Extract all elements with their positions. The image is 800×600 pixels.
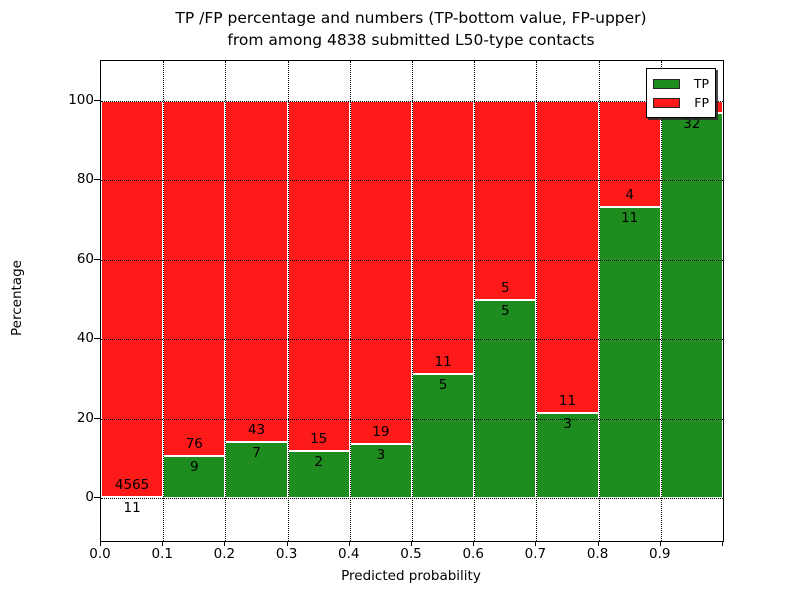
bar-segment-fp [163,101,226,456]
v-gridline [660,61,662,541]
x-tick-label: 0.5 [400,546,422,562]
x-tick-label: 0.4 [338,546,360,562]
y-tick [94,258,100,260]
tp-count-label: 11 [123,500,141,517]
bar-segment-fp [474,101,537,300]
tp-count-label: 9 [189,458,199,475]
bar-segment-tp [287,451,350,498]
fp-swatch-icon [653,97,680,108]
tp-count-label: 3 [376,446,386,463]
title-line1: TP /FP percentage and numbers (TP-bottom… [175,9,647,27]
bar-segment-fp [412,101,475,374]
y-tick [94,497,100,498]
x-tick-label: 0.0 [89,546,111,562]
legend-label: TP [693,76,709,91]
x-tick-label: 0.9 [649,546,671,562]
v-gridline [536,61,538,541]
x-tick-label: 0.7 [524,546,547,562]
v-gridline [349,61,351,541]
v-gridline [598,61,600,541]
bar-segment-fp [349,101,412,444]
fp-count-label: 11 [558,392,577,409]
v-gridline [474,61,476,541]
fp-count-label: 19 [372,423,390,440]
bar-segment-tp [598,206,661,498]
y-tick-label: 60 [76,250,94,267]
bar-segment-tp [536,412,599,498]
y-tick-label: 100 [68,92,94,108]
tp-count-label: 11 [621,209,639,226]
bar-segment-tp [349,443,412,498]
y-tick [94,179,100,181]
v-gridline [225,61,227,541]
bar-segment-fp [225,101,288,443]
v-gridline [287,61,289,541]
x-tick [286,541,288,546]
tp-swatch-icon [653,78,680,89]
y-axis-title: Percentage [9,260,25,336]
tp-count-label: 5 [438,376,448,393]
x-tick [162,541,164,546]
legend-label: FP [694,95,709,110]
plot-area: TP FP 4565 11 76 9 43 7 15 2 19 3 11 5 5 5 11 3 4 11 32 [100,60,724,542]
bar-segment-fp [536,101,599,413]
title-line2: from among 4838 submitted L50-type conta… [227,31,595,49]
x-tick-label: 0.2 [213,546,236,562]
x-tick-label: 0.1 [151,546,173,562]
tp-count-label: 5 [500,302,510,319]
fp-count-label: 15 [310,431,328,448]
fp-count-label: 4 [625,186,634,203]
fp-count-label: 11 [434,353,452,370]
v-gridline [412,61,413,541]
fp-count-label: 4565 [114,477,150,494]
y-tick [94,338,100,340]
y-tick [94,417,100,419]
x-tick [473,541,475,546]
x-tick [348,541,350,546]
x-tick [722,541,723,546]
x-tick [659,541,661,546]
v-gridline [163,61,165,541]
chart-title: TP /FP percentage and numbers (TP-bottom… [100,7,722,51]
y-tick [94,100,100,101]
y-tick-label: 0 [85,489,94,505]
tp-count-label: 3 [563,415,572,432]
bar-segment-tp [474,299,537,498]
bar-segment-fp [101,101,164,498]
x-tick [100,541,101,546]
y-tick-label: 80 [76,171,94,188]
x-tick [411,541,412,546]
legend-box: TP FP [646,68,716,118]
y-tick-label: 40 [76,330,94,347]
legend-item: TP [653,74,709,93]
tp-count-label: 7 [252,445,261,462]
bar-segment-fp [287,101,350,452]
bar-segment-tp [163,455,226,498]
bar-segment-tp [660,113,723,498]
x-tick-label: 0.8 [586,546,609,562]
fp-count-label: 5 [500,279,510,296]
x-tick [535,541,537,546]
bar-segment-fp [598,101,661,207]
tp-count-label: 32 [683,116,701,133]
legend-item: FP [653,93,709,112]
fp-count-label: 43 [247,422,266,439]
y-tick-label: 20 [76,409,94,426]
x-axis-title: Predicted probability [341,568,481,584]
x-tick-label: 0.3 [275,546,298,562]
x-tick [597,541,599,546]
tp-count-label: 2 [314,454,323,471]
x-tick [224,541,226,546]
x-tick-label: 0.6 [462,546,484,562]
fp-count-label: 76 [185,435,203,452]
